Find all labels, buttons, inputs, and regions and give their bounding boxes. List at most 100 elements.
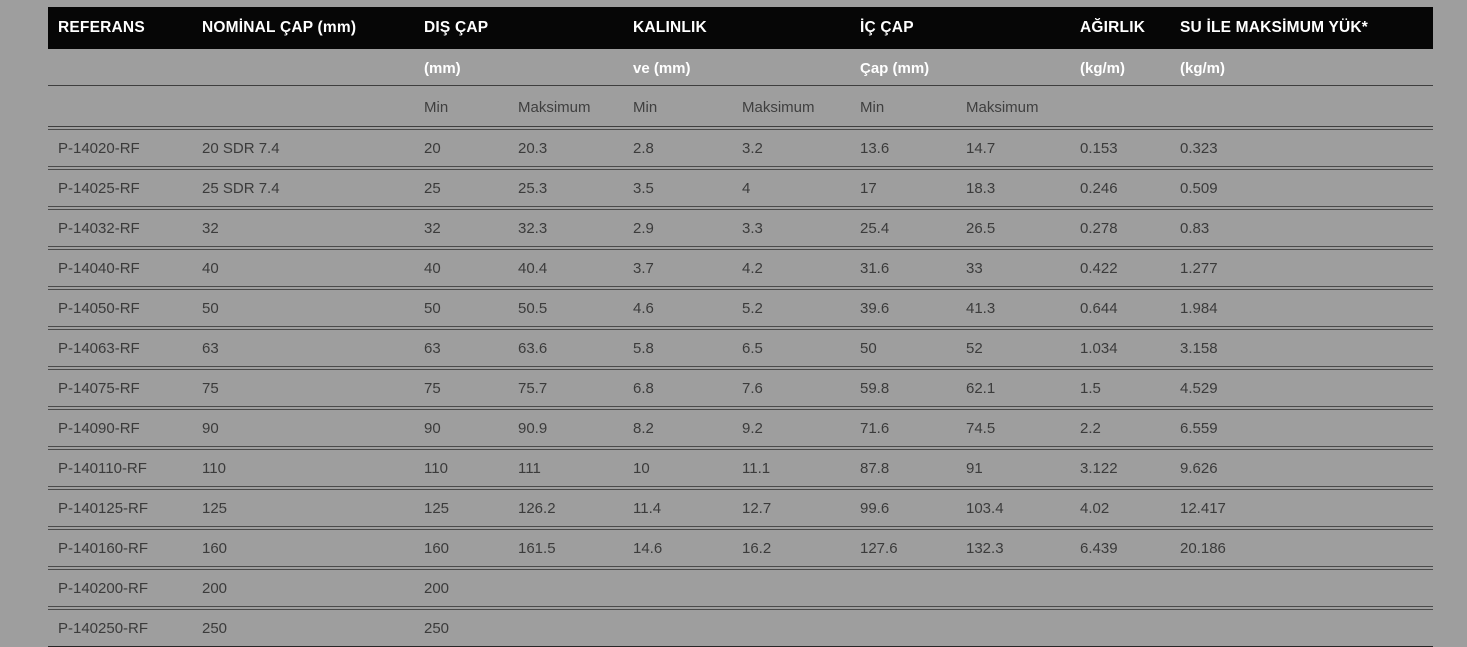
column-unit-label	[192, 51, 414, 86]
table-cell: 75.7	[508, 369, 623, 407]
table-row: P-14040-RF 40 40 40.4 3.7 4.2 31.6 33 0.422 1.277	[48, 249, 1433, 287]
table-cell: 1.984	[1170, 289, 1433, 327]
header-row-units: (mm) ve (mm) Çap (mm) (kg/m) (kg/m)	[48, 51, 1433, 86]
table-cell: P-140250-RF	[48, 609, 192, 647]
table-row: P-14090-RF 90 90 90.9 8.2 9.2 71.6 74.5 2.2 6.559	[48, 409, 1433, 447]
column-unit-label	[48, 51, 192, 86]
table-cell	[1170, 569, 1433, 607]
column-header: NOMİNAL ÇAP (mm)	[192, 7, 414, 49]
table-row: P-140125-RF 125 125 126.2 11.4 12.7 99.6 103.4 4…	[48, 489, 1433, 527]
table-row: P-14032-RF 32 32 32.3 2.9 3.3 25.4 26.5 0.278 0.8…	[48, 209, 1433, 247]
table-cell: 0.509	[1170, 169, 1433, 207]
table-cell: 2.2	[1070, 409, 1170, 447]
table-cell: P-140200-RF	[48, 569, 192, 607]
table-cell: 6.8	[623, 369, 732, 407]
table-cell: 2.9	[623, 209, 732, 247]
table-cell: 127.6	[850, 529, 956, 567]
table-cell: 59.8	[850, 369, 956, 407]
column-subheader: Min	[850, 88, 956, 127]
table-row: P-14025-RF 25 SDR 7.4 25 25.3 3.5 4 17 18.3 0.24…	[48, 169, 1433, 207]
table-cell	[1070, 609, 1170, 647]
table-cell: 33	[956, 249, 1070, 287]
table-cell: 71.6	[850, 409, 956, 447]
table-cell: 250	[414, 609, 508, 647]
table-cell: 160	[414, 529, 508, 567]
table-cell: 25.3	[508, 169, 623, 207]
table-cell: P-14020-RF	[48, 129, 192, 167]
table-cell: 110	[414, 449, 508, 487]
table-cell	[623, 569, 732, 607]
column-subheader: Min	[414, 88, 508, 127]
table-cell: 87.8	[850, 449, 956, 487]
table-cell: 63	[192, 329, 414, 367]
spec-table-header: REFERANS NOMİNAL ÇAP (mm) DIŞ ÇAP KALINLIK İ…	[48, 7, 1433, 127]
table-cell	[508, 569, 623, 607]
table-cell	[508, 609, 623, 647]
column-unit-label	[732, 51, 850, 86]
table-cell: 20	[414, 129, 508, 167]
table-cell: 6.559	[1170, 409, 1433, 447]
table-cell: 20.186	[1170, 529, 1433, 567]
table-row: P-140200-RF 200 200	[48, 569, 1433, 607]
table-cell: 18.3	[956, 169, 1070, 207]
column-header: DIŞ ÇAP	[414, 7, 508, 49]
table-cell	[850, 609, 956, 647]
table-cell: 17	[850, 169, 956, 207]
header-row-min-max: Min Maksimum Min Maksimum Min Maksimum	[48, 88, 1433, 127]
table-cell: 4.02	[1070, 489, 1170, 527]
table-cell: 103.4	[956, 489, 1070, 527]
table-cell: 125	[414, 489, 508, 527]
table-cell	[732, 569, 850, 607]
table-cell: 11.1	[732, 449, 850, 487]
table-cell	[956, 609, 1070, 647]
column-unit-label: Çap (mm)	[850, 51, 956, 86]
table-cell: 1.277	[1170, 249, 1433, 287]
table-cell: 32.3	[508, 209, 623, 247]
table-cell	[1170, 609, 1433, 647]
column-header: SU İLE MAKSİMUM YÜK*	[1170, 7, 1433, 49]
table-cell: 8.2	[623, 409, 732, 447]
table-cell: 250	[192, 609, 414, 647]
table-row: P-14063-RF 63 63 63.6 5.8 6.5 50 52 1.034 3.158	[48, 329, 1433, 367]
table-cell: 52	[956, 329, 1070, 367]
table-cell: 3.7	[623, 249, 732, 287]
column-header	[956, 7, 1070, 49]
table-cell: 25 SDR 7.4	[192, 169, 414, 207]
table-cell: 20 SDR 7.4	[192, 129, 414, 167]
column-subheader: Maksimum	[956, 88, 1070, 127]
table-cell: 12.7	[732, 489, 850, 527]
table-cell: 6.5	[732, 329, 850, 367]
column-unit-label	[508, 51, 623, 86]
table-cell: 90	[414, 409, 508, 447]
spec-table-container: REFERANS NOMİNAL ÇAP (mm) DIŞ ÇAP KALINLIK İ…	[48, 5, 1433, 647]
table-cell: 75	[414, 369, 508, 407]
column-unit-label: (kg/m)	[1170, 51, 1433, 86]
table-cell: 74.5	[956, 409, 1070, 447]
header-row-titles: REFERANS NOMİNAL ÇAP (mm) DIŞ ÇAP KALINLIK İ…	[48, 7, 1433, 49]
table-cell	[623, 609, 732, 647]
table-cell	[1070, 569, 1170, 607]
table-cell: 39.6	[850, 289, 956, 327]
table-cell: 25.4	[850, 209, 956, 247]
table-cell: 5.2	[732, 289, 850, 327]
table-cell: 4	[732, 169, 850, 207]
table-cell: 13.6	[850, 129, 956, 167]
table-cell: 125	[192, 489, 414, 527]
table-cell: 25	[414, 169, 508, 207]
table-cell: 126.2	[508, 489, 623, 527]
table-cell: P-140110-RF	[48, 449, 192, 487]
table-cell: 3.122	[1070, 449, 1170, 487]
table-cell: P-14090-RF	[48, 409, 192, 447]
column-subheader	[1170, 88, 1433, 127]
table-cell: 0.422	[1070, 249, 1170, 287]
table-cell: 110	[192, 449, 414, 487]
table-row: P-14020-RF 20 SDR 7.4 20 20.3 2.8 3.2 13.6 14.7…	[48, 129, 1433, 167]
table-cell: P-14075-RF	[48, 369, 192, 407]
table-cell: P-140125-RF	[48, 489, 192, 527]
table-cell: 40.4	[508, 249, 623, 287]
table-cell: 7.6	[732, 369, 850, 407]
table-cell	[956, 569, 1070, 607]
column-unit-label: ve (mm)	[623, 51, 732, 86]
table-cell: 0.153	[1070, 129, 1170, 167]
table-cell: 9.626	[1170, 449, 1433, 487]
